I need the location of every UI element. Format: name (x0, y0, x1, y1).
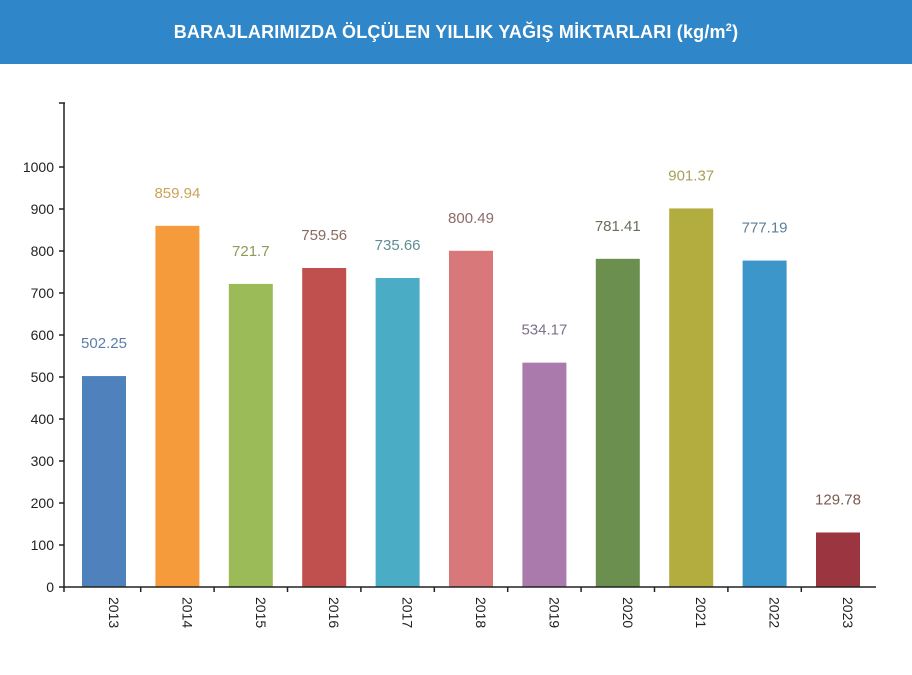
bar (375, 278, 420, 587)
bar (669, 208, 714, 587)
y-tick-label: 500 (31, 369, 55, 385)
x-tick-label: 2016 (326, 597, 342, 628)
y-tick-label: 800 (31, 243, 55, 259)
y-tick-label: 600 (31, 327, 55, 343)
value-labels: 502.25 859.94 721.7 759.56 735.66 800.49 534.1… (81, 167, 861, 508)
x-tick-label: 2022 (767, 597, 783, 628)
bars (82, 208, 860, 588)
bar-value-label: 735.66 (375, 237, 421, 254)
bar-value-label: 721.7 (232, 243, 270, 260)
y-tick-label: 100 (31, 537, 55, 553)
bar (155, 225, 200, 587)
x-axis: 2013 2014 2015 2016 2017 2018 2019 2020 2021 2022… (63, 586, 876, 628)
bar (595, 258, 640, 587)
bar (228, 283, 273, 587)
bar (742, 260, 787, 587)
y-tick-label: 0 (46, 579, 54, 595)
x-tick-label: 2017 (400, 597, 416, 628)
y-tick-label: 700 (31, 285, 55, 301)
title-banner: BARAJLARIMIZDA ÖLÇÜLEN YILLIK YAĞIŞ MİKT… (0, 0, 912, 64)
x-tick-label: 2013 (106, 597, 122, 628)
bar-value-label: 129.78 (815, 491, 861, 508)
bar (82, 376, 126, 587)
y-tick-label: 400 (31, 411, 55, 427)
x-tick-label: 2018 (473, 597, 489, 628)
chart-title: BARAJLARIMIZDA ÖLÇÜLEN YILLIK YAĞIŞ MİKT… (173, 21, 739, 42)
bar-value-label: 781.41 (595, 218, 641, 235)
bar (522, 362, 567, 587)
bar-value-label: 800.49 (448, 210, 494, 227)
bar-value-label: 777.19 (742, 220, 788, 237)
x-tick-label: 2015 (253, 597, 269, 628)
bar-value-label: 534.17 (521, 322, 567, 339)
x-tick-label: 2019 (546, 597, 562, 628)
bar (449, 250, 493, 588)
x-tick-label: 2020 (620, 597, 636, 628)
y-tick-label: 200 (31, 495, 55, 511)
y-axis: 0 100 200 300 400 500 600 700 800 900 1000 (23, 102, 65, 595)
x-tick-label: 2021 (693, 597, 709, 628)
x-tick-label: 2023 (840, 597, 856, 628)
y-tick-label: 900 (31, 201, 55, 217)
bar-value-label: 901.37 (668, 167, 714, 184)
bar-value-label: 759.56 (301, 227, 347, 244)
y-tick-label: 1000 (23, 159, 54, 175)
bar (816, 532, 860, 587)
bar-value-label: 859.94 (154, 185, 200, 202)
bar (302, 267, 347, 587)
bar-value-label: 502.25 (81, 335, 127, 352)
y-tick-label: 300 (31, 453, 55, 469)
x-tick-label: 2014 (179, 597, 195, 628)
